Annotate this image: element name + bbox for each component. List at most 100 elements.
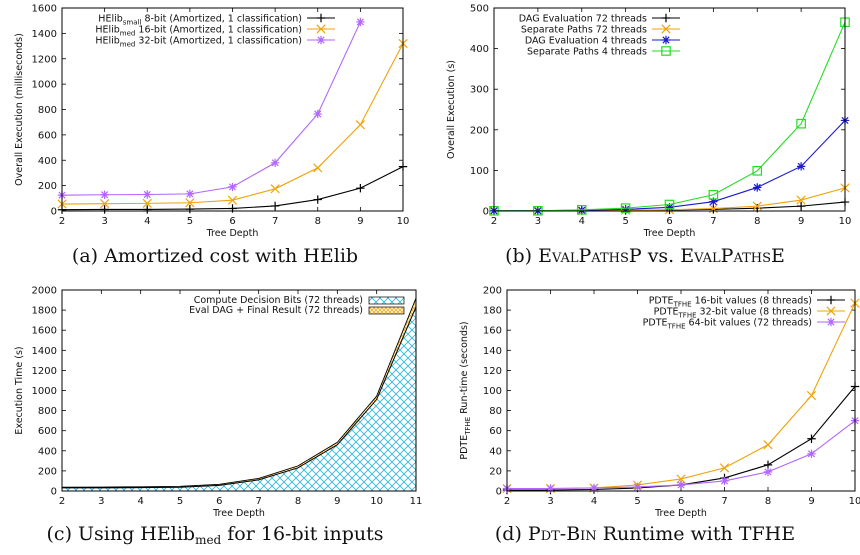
y-tick-label: 180 <box>483 306 502 317</box>
data-point <box>227 195 238 205</box>
x-axis-label: Tree Depth <box>212 508 265 519</box>
legend-label: PDTETFHE 32-bit value (8 threads) <box>654 307 812 320</box>
plot-area <box>57 17 408 214</box>
tick-group: 2 3 4 5 6 7 8 9 10 11 0 200 400 600 800 1000 1200 1400 160… <box>32 286 423 508</box>
legend-swatch <box>368 296 405 305</box>
x-axis-label: Tree Depth <box>206 228 259 239</box>
x-tick-label: 5 <box>187 216 193 227</box>
data-point <box>763 460 773 470</box>
y-tick-label: 1200 <box>32 366 57 377</box>
y-tick-label: 160 <box>483 326 502 337</box>
y-tick-label: 500 <box>470 4 489 15</box>
series-line <box>494 120 846 212</box>
series-line <box>494 21 846 212</box>
x-tick-label: 9 <box>808 496 814 507</box>
data-point <box>313 195 322 204</box>
y-tick-label: 1400 <box>32 346 57 357</box>
x-tick-label: 4 <box>144 216 150 227</box>
y-tick-label: 200 <box>470 125 489 136</box>
legend-marker <box>316 35 326 45</box>
x-tick-label: 6 <box>216 496 222 507</box>
data-point <box>665 203 674 212</box>
data-point <box>709 197 718 206</box>
x-tick-label: 5 <box>622 216 628 227</box>
data-point <box>185 189 195 199</box>
x-tick-label: 8 <box>315 216 321 227</box>
data-point <box>807 434 816 443</box>
legend-marker <box>661 35 671 45</box>
data-point <box>676 480 686 490</box>
data-point <box>143 190 152 199</box>
y-axis-label: Overall Execution (milliseconds) <box>14 33 25 186</box>
y-tick-label: 1000 <box>32 386 57 397</box>
data-point <box>806 390 817 401</box>
y-tick-label: 300 <box>470 85 489 96</box>
legend-marker <box>661 46 671 56</box>
y-tick-label: 200 <box>483 286 502 297</box>
legend-swatch <box>368 306 405 315</box>
data-point <box>796 195 806 205</box>
data-point <box>752 166 763 176</box>
caption-text: EvalPathsE <box>680 245 785 267</box>
legend: Compute Decision Bits (72 threads)Eval D… <box>189 295 405 316</box>
x-tick-label: 2 <box>59 496 65 507</box>
y-tick-label: 60 <box>489 426 502 437</box>
x-axis-label: Tree Depth <box>654 508 707 519</box>
x-tick-label: 6 <box>229 216 235 227</box>
x-tick-label: 2 <box>504 496 510 507</box>
legend: HElibsmall 8-bit (Amortized, 1 classific… <box>95 14 335 49</box>
data-point <box>142 198 152 209</box>
legend-label: Separate Paths 72 threads <box>521 25 647 36</box>
y-tick-label: 200 <box>38 466 57 477</box>
x-tick-label: 9 <box>357 216 363 227</box>
legend-label: Compute Decision Bits (72 threads) <box>194 295 363 306</box>
data-point <box>753 183 762 192</box>
y-tick-label: 1000 <box>32 80 57 91</box>
y-tick-label: 800 <box>38 406 57 417</box>
x-tick-label: 10 <box>370 496 383 507</box>
chart-a-caption: (a) Amortized cost with HElib <box>0 245 430 267</box>
x-tick-label: 9 <box>334 496 340 507</box>
y-axis-label: Execution Time (s) <box>14 346 25 434</box>
y-tick-label: 120 <box>483 366 502 377</box>
x-tick-label: 8 <box>295 496 301 507</box>
data-point <box>620 203 631 213</box>
x-tick-label: 6 <box>666 216 672 227</box>
data-point <box>719 463 730 473</box>
data-point <box>185 198 195 208</box>
x-tick-label: 11 <box>410 496 423 507</box>
caption-text: (b) <box>505 245 539 267</box>
x-tick-label: 3 <box>101 216 107 227</box>
data-point <box>621 205 630 214</box>
data-point <box>356 183 365 193</box>
data-point <box>720 476 729 486</box>
series-line <box>507 302 856 490</box>
x-tick-label: 7 <box>721 496 727 507</box>
legend: PDTETFHE 16-bit values (8 threads)PDTETF… <box>643 296 845 331</box>
y-axis-label: Overall Execution (s) <box>446 60 457 159</box>
chart-panel-a: 2 3 4 5 6 7 8 9 10 0 200 400 600 800 1000 1200 1400 1600 T… <box>0 0 430 277</box>
y-tick-label: 80 <box>489 406 502 417</box>
data-point <box>313 163 323 173</box>
y-tick-label: 0 <box>496 487 502 498</box>
data-point <box>796 118 806 129</box>
data-point <box>546 484 555 493</box>
data-point <box>356 17 365 27</box>
series-area-decision-bits <box>61 306 417 492</box>
y-tick-label: 40 <box>489 446 502 457</box>
x-tick-label: 4 <box>137 496 143 507</box>
caption-text: for 16-bit inputs <box>221 523 384 545</box>
legend-label: Separate Paths 4 threads <box>527 47 647 58</box>
data-point <box>100 190 109 199</box>
y-tick-label: 800 <box>38 105 57 116</box>
caption-text: vs. <box>641 245 681 267</box>
y-tick-label: 400 <box>38 446 57 457</box>
x-tick-label: 5 <box>177 496 183 507</box>
legend-label: HElibmed 16-bit (Amortized, 1 classifica… <box>95 25 302 38</box>
x-tick-label: 7 <box>272 216 278 227</box>
data-point <box>185 204 195 214</box>
caption-text: (a) Amortized cost with HElib <box>71 245 359 267</box>
y-tick-label: 20 <box>489 466 502 477</box>
y-axis-label: PDTETFHE Run-time (seconds) <box>459 321 472 459</box>
